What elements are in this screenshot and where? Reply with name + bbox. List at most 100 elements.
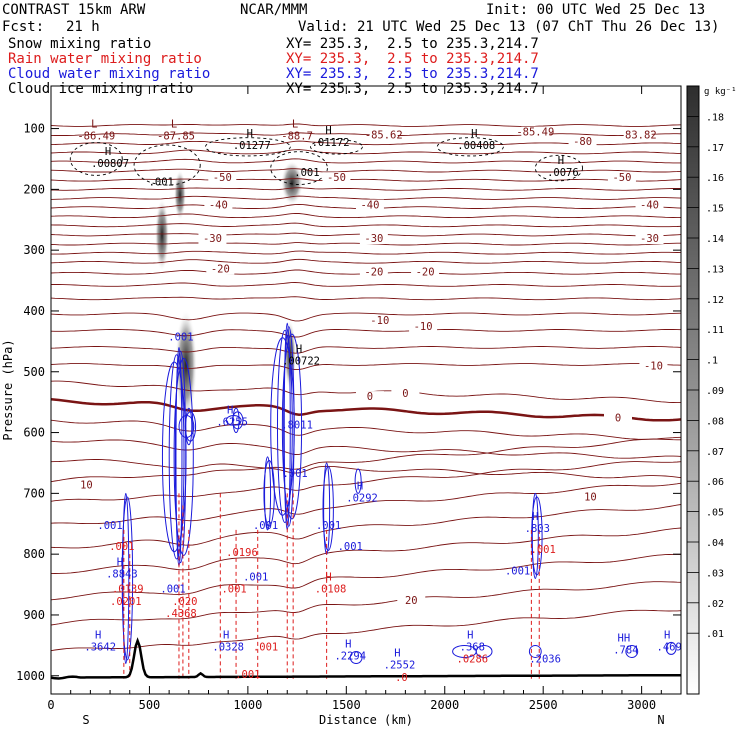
colorbar-ticks: .18 .17 .16 .15 .14 .13 .12 .11 .1 .09 .08 .07 .06 .0…: [687, 112, 724, 640]
snow-region: [155, 199, 169, 271]
x-axis: 0 500 1000 1500 2000 2500 3000: [47, 86, 662, 712]
extremum-value: .4368: [165, 608, 197, 620]
colorbar-label: .17: [706, 143, 724, 154]
snow-region: [175, 310, 197, 420]
label-bg: [411, 266, 440, 278]
temperature-label: -20: [211, 263, 230, 275]
cloud-ice-contour: [204, 137, 291, 157]
extremum-value: .2552: [384, 660, 416, 672]
x-axis-title: Distance (km): [319, 713, 413, 727]
temperature-contour: [51, 482, 681, 525]
x-tick-label: 1000: [233, 698, 262, 712]
temperature-contour: [51, 346, 681, 354]
forecast-label: Fcst:: [2, 19, 45, 35]
temperature-label: -50: [612, 172, 631, 184]
temperature-contour: [51, 459, 681, 479]
xy-snow: XY= 235.3, 2.5 to 235.3,214.7: [286, 36, 539, 52]
cloud-water-contour: [531, 496, 543, 576]
colorbar-label: .03: [706, 568, 724, 579]
cloud-water-contour: [281, 333, 303, 520]
temperature-label: -85.62: [365, 130, 403, 142]
extremum-mark: H: [357, 480, 363, 492]
terrain-line: [51, 637, 681, 680]
cloud-water-contour: [528, 644, 542, 658]
extremum-value: .803: [525, 523, 550, 535]
extremum-value: .001: [243, 571, 268, 583]
colorbar-label: .08: [706, 416, 724, 427]
cloud-water-contour: [349, 651, 363, 665]
temperature-contour: [51, 419, 681, 440]
legend-rain: Rain water mixing ratio: [8, 51, 202, 67]
y-tick-label: 1000: [16, 669, 45, 683]
cloud-ice-contour: [69, 142, 123, 176]
cloud-water-contour: [665, 641, 677, 655]
cloud-water-contour: [161, 361, 187, 553]
extremum-value: .0196: [226, 547, 258, 559]
y-tick-label: 800: [23, 547, 45, 561]
extremum-value: .01277: [233, 140, 271, 152]
xy-rain: XY= 235.3, 2.5 to 235.3,214.7: [286, 51, 539, 67]
y-tick-label: 500: [23, 365, 45, 379]
extremum-value: .00722: [282, 356, 320, 368]
cloud-water-contour: [322, 466, 334, 552]
rain-contours: [123, 493, 540, 679]
label-bg: [359, 266, 388, 278]
label-bg: [355, 199, 384, 211]
cloud-water-contour: [625, 644, 639, 658]
extremum-value: .001: [235, 669, 260, 681]
label-bg: [607, 172, 636, 184]
snow-region: [281, 161, 303, 205]
extremum-value: .368: [460, 641, 485, 653]
xy-cloud-ice: XY= 235.3, 2.5 to 235.3,214.7: [286, 81, 539, 97]
temperature-label: -10: [414, 321, 433, 333]
temperature-label: -40: [640, 200, 659, 212]
colorbar-label: .02: [706, 599, 724, 610]
colorbar: .18 .17 .16 .15 .14 .13 .12 .11 .1 .09 .08 .07 .06 .0…: [686, 85, 737, 695]
colorbar-label: .13: [706, 264, 724, 275]
extremum-mark: H: [223, 629, 229, 641]
colorbar-label: .11: [706, 325, 724, 336]
cloud-water-contour: [173, 357, 194, 556]
extremum-value: .001: [168, 331, 193, 343]
extremum-mark: H: [95, 629, 101, 641]
temperature-contour: [51, 250, 681, 255]
extremum-mark: H: [117, 556, 123, 568]
cloud-water-contour: [354, 468, 362, 494]
label-bg: [198, 233, 227, 245]
extremum-value: -86.49: [77, 131, 115, 143]
temperature-contour: [51, 363, 681, 371]
extremum-value: .2036: [529, 654, 561, 666]
temperature-contour: [51, 222, 681, 228]
cloud-ice-contours: [69, 137, 584, 186]
snow-region: [174, 170, 186, 220]
label-bg: [635, 233, 664, 245]
x-tick-label: 2000: [430, 698, 459, 712]
colorbar-label: .16: [706, 173, 724, 184]
x-tick-label: 0: [47, 698, 54, 712]
temperature-contour: [51, 212, 681, 219]
label-bg: [521, 126, 550, 138]
temperature-label: -20: [416, 266, 435, 278]
extremum-mark: H: [664, 629, 670, 641]
temperature-contour: [51, 195, 681, 200]
extremum-value: .0: [395, 672, 408, 684]
label-bg: [365, 315, 394, 327]
extremum-value: .8011: [281, 419, 313, 431]
label-bg: [397, 594, 426, 606]
y-tick-label: 100: [23, 122, 45, 136]
extremum-mark: H: [325, 125, 331, 137]
extremum-value: .001: [338, 541, 363, 553]
colorbar-label: .04: [706, 538, 724, 549]
extremum-value: .001: [253, 520, 278, 532]
temperature-label: -10: [644, 361, 663, 373]
cloud-water-contour: [121, 496, 134, 661]
cloud-water-contour: [270, 337, 295, 516]
temperature-contour: [51, 312, 681, 322]
extremum-mark: H: [247, 128, 253, 140]
extremum-value: .001: [97, 520, 122, 532]
temperature-label: -30: [364, 233, 383, 245]
temperature-label: 10: [584, 491, 597, 503]
